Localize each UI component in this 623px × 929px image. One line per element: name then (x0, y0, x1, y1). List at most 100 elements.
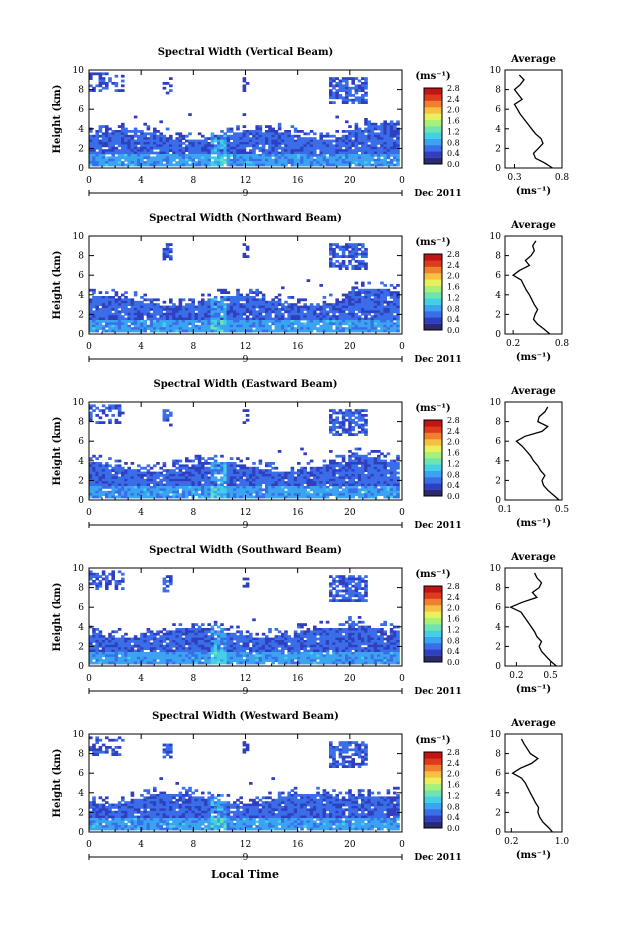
heatmap-cell (181, 483, 186, 487)
heatmap-cell (105, 584, 109, 588)
heatmap-cell (261, 154, 266, 157)
heatmap-cell (146, 158, 151, 162)
heatmap-cell (345, 329, 349, 333)
heatmap-cell (137, 312, 141, 316)
heatmap-cell (98, 156, 103, 160)
heatmap-cell (341, 101, 346, 104)
heatmap-cell (242, 156, 247, 160)
heatmap-cell (191, 154, 195, 157)
heatmap-cell (108, 404, 112, 408)
heatmap-cell (335, 303, 339, 306)
heatmap-cell (345, 308, 349, 311)
heatmap-cell (137, 469, 141, 472)
heatmap-cell (322, 310, 327, 314)
heatmap-cell (220, 300, 224, 304)
heatmap-cell (172, 312, 176, 316)
heatmap-cell (265, 161, 269, 164)
heatmap-cell (335, 481, 339, 484)
heatmap-cell (373, 483, 378, 487)
heatmap-cell (245, 476, 250, 480)
heatmap-cell (265, 471, 269, 475)
colorbar-swatch (424, 266, 442, 274)
heatmap-cell (101, 659, 106, 662)
heatmap-cell (92, 454, 96, 458)
heatmap-cell (351, 452, 355, 456)
heatmap-cell (341, 300, 346, 304)
heatmap-cell (361, 96, 365, 100)
heatmap-cell (252, 308, 256, 311)
heatmap-cell (213, 462, 218, 465)
heatmap-cell (194, 144, 199, 148)
heatmap-cell (345, 296, 349, 299)
x-tick-label: 4 (138, 508, 144, 518)
heatmap-cell (287, 303, 291, 306)
heatmap-cell (258, 158, 263, 162)
heatmap-cell (146, 464, 151, 468)
heatmap-cell (271, 462, 275, 465)
heatmap-cell (223, 139, 227, 143)
heatmap-cell (345, 298, 349, 302)
heatmap-cell (357, 454, 362, 458)
heatmap-cell (223, 329, 227, 333)
heatmap-cell (194, 488, 199, 492)
heatmap-cell (181, 324, 186, 328)
heatmap-cell (108, 303, 112, 306)
heatmap-cell (153, 320, 157, 323)
heatmap-cell (357, 495, 362, 499)
heatmap-cell (303, 486, 307, 489)
heatmap-cell (95, 320, 99, 323)
x-tick-label: 12 (240, 342, 251, 352)
heatmap-cell (130, 154, 135, 157)
chart-panel-2: Spectral Width (Eastward Beam)0246810Hei… (52, 379, 569, 531)
heatmap-cell (252, 310, 256, 314)
heatmap-cell (223, 291, 227, 294)
heatmap-cell (105, 642, 109, 646)
heatmap-cell (357, 300, 362, 304)
avg-y-tick-label: 4 (495, 457, 501, 467)
heatmap-cell (130, 142, 135, 145)
heatmap-cell (162, 409, 167, 412)
heatmap-cell (117, 459, 122, 463)
heatmap-cell (213, 483, 218, 487)
heatmap-cell (338, 433, 343, 436)
heatmap-cell (316, 483, 320, 487)
heatmap-cell (396, 462, 400, 465)
heatmap-cell (319, 490, 323, 494)
heatmap-cell (178, 322, 183, 326)
heatmap-cell (181, 142, 186, 145)
heatmap-cell (297, 146, 301, 150)
heatmap-cell (98, 635, 103, 638)
heatmap-cell (255, 163, 259, 167)
heatmap-cell (162, 464, 167, 468)
heatmap-cell (133, 151, 138, 155)
heatmap-cell (117, 404, 122, 408)
heatmap-cell (367, 452, 371, 456)
heatmap-cell (236, 288, 240, 292)
heatmap-cell (105, 84, 109, 88)
heatmap-cell (197, 142, 202, 145)
y-tick-label: 8 (78, 418, 84, 428)
heatmap-cell (108, 652, 112, 655)
heatmap-cell (108, 134, 112, 138)
heatmap-cell (117, 305, 122, 309)
heatmap-cell (233, 142, 237, 145)
heatmap-cell (332, 483, 336, 487)
heatmap-cell (185, 478, 189, 482)
heatmap-cell (290, 320, 295, 323)
heatmap-cell (287, 324, 291, 328)
heatmap-cell (197, 149, 202, 152)
heatmap-cell (338, 322, 343, 326)
heatmap-cell (124, 154, 128, 157)
heatmap-cell (191, 312, 195, 316)
heatmap-cell (361, 84, 365, 88)
heatmap-cell (303, 149, 307, 152)
heatmap-cell (226, 151, 231, 155)
heatmap-cell (226, 315, 231, 318)
heatmap-cell (191, 490, 195, 494)
heatmap-cell (175, 486, 179, 489)
heatmap-cell (162, 411, 167, 415)
heatmap-cell (217, 300, 221, 304)
heatmap-cell (92, 324, 96, 328)
heatmap-cell (194, 315, 199, 318)
heatmap-cell (149, 161, 154, 164)
